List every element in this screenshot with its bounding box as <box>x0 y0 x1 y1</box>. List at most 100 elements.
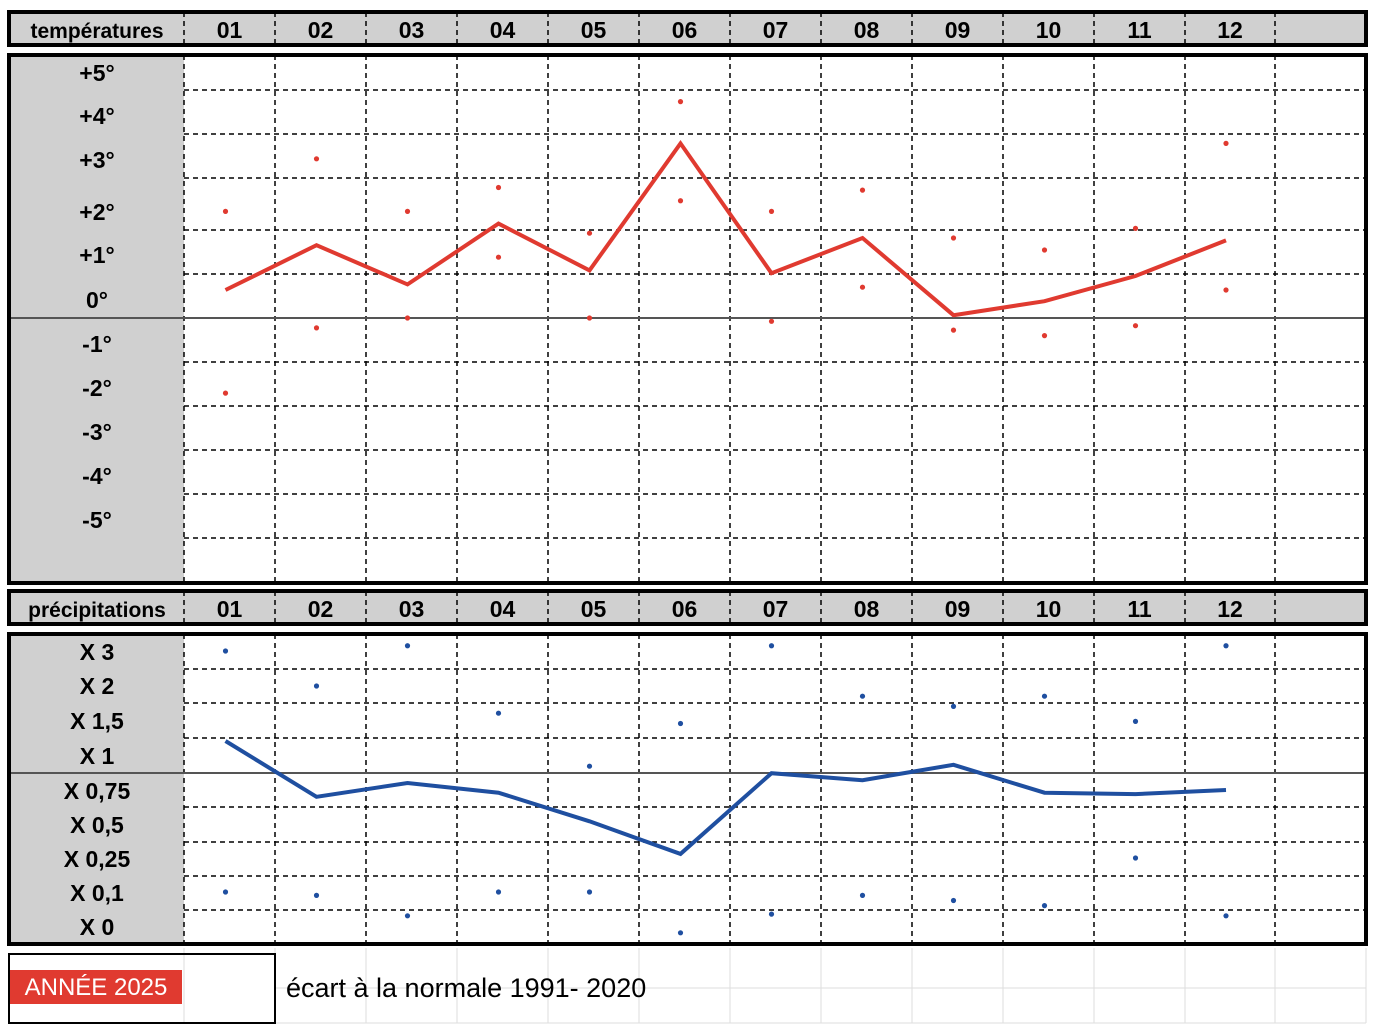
month-label-06: 06 <box>672 596 698 622</box>
month-label-04: 04 <box>490 17 516 43</box>
temperature-min-point <box>586 315 593 321</box>
temperature-min-point <box>404 315 411 321</box>
temperature-row-label: +2° <box>79 199 114 225</box>
precipitation-max-point <box>222 648 229 654</box>
month-label-01: 01 <box>217 17 243 43</box>
temperature-max-point <box>313 156 320 162</box>
temperature-row-labels: +5° +4° +3° +2° +1° 0° -1° -2° -3° -4° -5° <box>79 60 114 533</box>
temperature-series <box>222 99 1229 396</box>
precipitation-min-point <box>404 913 411 919</box>
precipitation-row-label: X 1 <box>80 743 115 769</box>
footer-caption: écart à la normale 1991- 2020 <box>286 973 646 1003</box>
footer-box <box>8 953 276 1024</box>
precipitation-min-point <box>313 892 320 899</box>
precipitation-label-column <box>9 634 184 944</box>
precipitation-header-label: précipitations <box>28 599 166 622</box>
precipitation-max-point <box>313 683 320 689</box>
month-label-05: 05 <box>581 596 607 622</box>
header-frame <box>7 589 1368 626</box>
temperature-max-point <box>1223 140 1229 146</box>
month-label-08: 08 <box>854 596 880 622</box>
temperature-min-point <box>1132 323 1139 329</box>
temperature-max-point <box>1041 247 1048 253</box>
precipitation-min-point <box>495 889 502 895</box>
year-badge-label: ANNÉE 2025 <box>25 974 168 1001</box>
precipitation-min-point <box>1223 913 1229 919</box>
precipitation-min-point <box>586 889 593 895</box>
precipitation-min-point <box>1132 855 1139 861</box>
precipitation-row-label: X 0,5 <box>70 812 124 838</box>
precipitation-row-label: X 0,75 <box>64 778 131 804</box>
precipitation-max-point <box>586 763 593 769</box>
precipitation-min-point <box>222 889 229 895</box>
month-label-04: 04 <box>490 596 516 622</box>
precipitation-row-label: X 0,1 <box>70 880 124 906</box>
temperature-min-point <box>677 198 684 204</box>
month-label-10: 10 <box>1036 17 1062 43</box>
temperature-row-label: -2° <box>82 375 112 401</box>
temperature-max-point <box>586 230 593 236</box>
temperature-row-label: -3° <box>82 419 112 445</box>
temperature-row-label: +3° <box>79 147 114 173</box>
temperature-grid <box>7 53 1368 585</box>
temperature-max-point <box>859 187 866 193</box>
precipitation-max-point <box>404 643 411 649</box>
temperature-min-point <box>950 327 957 333</box>
temperature-min-point <box>495 254 502 260</box>
temperature-min-point <box>222 390 229 396</box>
temperature-header-label: températures <box>30 20 163 43</box>
precipitation-series <box>222 643 1229 936</box>
temperature-max-point <box>404 208 411 214</box>
year-badge <box>10 970 182 1004</box>
temperature-line <box>224 139 1227 318</box>
precipitation-max-point <box>1041 693 1048 699</box>
precipitation-max-point <box>950 703 957 710</box>
temperature-max-point <box>495 184 502 191</box>
precipitation-row-label: X 2 <box>80 673 115 699</box>
precipitation-max-point <box>495 710 502 716</box>
precipitation-max-point <box>677 720 684 727</box>
precipitation-month-labels: 01 02 03 04 05 06 07 08 09 10 11 12 <box>217 596 1243 622</box>
temperature-max-point <box>768 208 775 214</box>
precipitation-max-point <box>859 693 866 699</box>
temperature-min-point <box>859 284 866 290</box>
month-label-08: 08 <box>854 17 880 43</box>
month-label-05: 05 <box>581 17 607 43</box>
temperature-max-point <box>677 99 684 105</box>
month-label-09: 09 <box>945 17 971 43</box>
temperature-min-point <box>768 318 775 324</box>
month-label-11: 11 <box>1127 17 1152 43</box>
temperature-row-label: +1° <box>79 242 114 268</box>
header-frame <box>7 10 1368 47</box>
month-label-10: 10 <box>1036 596 1062 622</box>
temperature-max-point <box>222 208 229 214</box>
precipitation-row-label: X 0,25 <box>64 846 131 872</box>
precipitation-min-point <box>950 897 957 904</box>
temperature-max-point <box>950 235 957 241</box>
precipitation-max-point <box>768 643 775 649</box>
month-label-02: 02 <box>308 17 334 43</box>
precipitation-row-label: X 1,5 <box>70 708 124 734</box>
precipitation-min-point <box>859 892 866 899</box>
precipitation-header: précipitations <box>7 589 1368 626</box>
precipitation-header-bg <box>9 591 1366 624</box>
temperature-month-labels: 01 02 03 04 05 06 07 08 09 10 11 12 <box>217 17 1243 43</box>
month-label-12: 12 <box>1217 596 1243 622</box>
temperature-row-label: -1° <box>82 331 112 357</box>
temperature-min-point <box>1041 333 1048 339</box>
precipitation-row-label: X 0 <box>80 914 115 940</box>
footer: ANNÉE 2025 écart à la normale 1991- 2020 <box>8 948 1367 1024</box>
precipitation-max-point <box>1223 643 1229 649</box>
precipitation-min-point <box>768 911 775 917</box>
precipitation-max-point <box>1132 718 1139 725</box>
precipitation-row-labels: X 3 X 2 X 1,5 X 1 X 0,75 X 0,5 X 0,25 X 0,1 X 0 <box>64 639 131 940</box>
month-label-03: 03 <box>399 17 425 43</box>
month-label-07: 07 <box>763 17 789 43</box>
month-label-09: 09 <box>945 596 971 622</box>
panel-frame <box>7 632 1368 946</box>
month-label-12: 12 <box>1217 17 1243 43</box>
precipitation-grid <box>7 632 1368 946</box>
temperature-row-label: +4° <box>79 103 114 129</box>
month-label-07: 07 <box>763 596 789 622</box>
temperature-row-label: 0° <box>86 287 108 313</box>
